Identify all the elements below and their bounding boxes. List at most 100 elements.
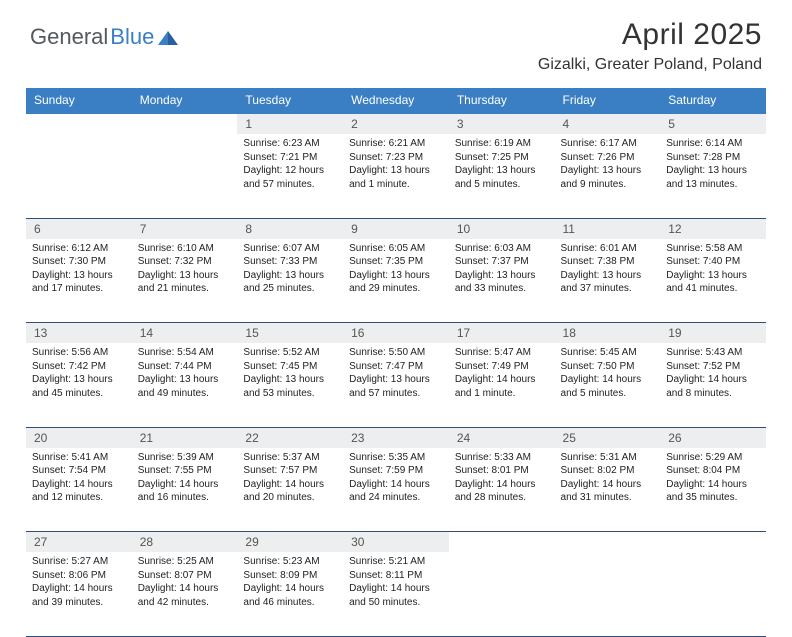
weekday-header: Saturday <box>660 88 766 113</box>
day-number-row: 12345 <box>26 113 766 134</box>
logo: General Blue <box>30 24 178 50</box>
day-number-cell: 2 <box>343 113 449 134</box>
day-number: 8 <box>237 219 343 239</box>
day-number: 1 <box>237 114 343 134</box>
day-number: 25 <box>555 428 661 448</box>
day-data-cell: Sunrise: 6:19 AMSunset: 7:25 PMDaylight:… <box>449 134 555 218</box>
day-number-cell: 10 <box>449 218 555 239</box>
day-number: 19 <box>660 323 766 343</box>
day-data-cell: Sunrise: 5:58 AMSunset: 7:40 PMDaylight:… <box>660 239 766 323</box>
day-details: Sunrise: 5:23 AMSunset: 8:09 PMDaylight:… <box>237 552 343 615</box>
day-data-cell: Sunrise: 6:17 AMSunset: 7:26 PMDaylight:… <box>555 134 661 218</box>
day-number-cell: 18 <box>555 323 661 344</box>
day-data-cell <box>132 134 238 218</box>
day-number-row: 13141516171819 <box>26 323 766 344</box>
day-number: 6 <box>26 219 132 239</box>
day-number: 3 <box>449 114 555 134</box>
calendar-body: 12345Sunrise: 6:23 AMSunset: 7:21 PMDayl… <box>26 113 766 636</box>
day-number-cell: 30 <box>343 532 449 553</box>
day-number-cell: 9 <box>343 218 449 239</box>
day-details: Sunrise: 6:07 AMSunset: 7:33 PMDaylight:… <box>237 239 343 302</box>
day-number-cell: 21 <box>132 427 238 448</box>
day-details: Sunrise: 5:54 AMSunset: 7:44 PMDaylight:… <box>132 343 238 406</box>
day-details: Sunrise: 6:17 AMSunset: 7:26 PMDaylight:… <box>555 134 661 197</box>
day-data-cell <box>555 552 661 636</box>
day-data-cell: Sunrise: 5:45 AMSunset: 7:50 PMDaylight:… <box>555 343 661 427</box>
day-number-cell <box>132 113 238 134</box>
logo-text-general: General <box>30 24 108 50</box>
day-number-row: 20212223242526 <box>26 427 766 448</box>
day-data-cell: Sunrise: 5:56 AMSunset: 7:42 PMDaylight:… <box>26 343 132 427</box>
day-details: Sunrise: 5:31 AMSunset: 8:02 PMDaylight:… <box>555 448 661 511</box>
day-data-cell: Sunrise: 5:23 AMSunset: 8:09 PMDaylight:… <box>237 552 343 636</box>
day-details: Sunrise: 5:21 AMSunset: 8:11 PMDaylight:… <box>343 552 449 615</box>
day-number-cell: 29 <box>237 532 343 553</box>
day-details: Sunrise: 5:39 AMSunset: 7:55 PMDaylight:… <box>132 448 238 511</box>
day-data-cell: Sunrise: 5:41 AMSunset: 7:54 PMDaylight:… <box>26 448 132 532</box>
day-number-cell: 26 <box>660 427 766 448</box>
day-number-cell <box>660 532 766 553</box>
day-data-cell <box>26 134 132 218</box>
day-number-cell: 11 <box>555 218 661 239</box>
day-number: 7 <box>132 219 238 239</box>
weekday-header: Tuesday <box>237 88 343 113</box>
day-number-cell <box>555 532 661 553</box>
calendar-table: SundayMondayTuesdayWednesdayThursdayFrid… <box>26 88 766 637</box>
day-number-cell: 19 <box>660 323 766 344</box>
day-details: Sunrise: 5:41 AMSunset: 7:54 PMDaylight:… <box>26 448 132 511</box>
day-data-cell: Sunrise: 5:29 AMSunset: 8:04 PMDaylight:… <box>660 448 766 532</box>
day-number-cell: 16 <box>343 323 449 344</box>
day-number-cell: 5 <box>660 113 766 134</box>
day-number: 17 <box>449 323 555 343</box>
day-number-cell <box>26 113 132 134</box>
day-number: 22 <box>237 428 343 448</box>
day-data-cell: Sunrise: 5:27 AMSunset: 8:06 PMDaylight:… <box>26 552 132 636</box>
location-subtitle: Gizalki, Greater Poland, Poland <box>538 56 762 74</box>
day-data-cell: Sunrise: 5:33 AMSunset: 8:01 PMDaylight:… <box>449 448 555 532</box>
day-details: Sunrise: 5:27 AMSunset: 8:06 PMDaylight:… <box>26 552 132 615</box>
day-data-cell <box>449 552 555 636</box>
day-data-cell <box>660 552 766 636</box>
day-number: 18 <box>555 323 661 343</box>
weekday-header: Friday <box>555 88 661 113</box>
day-number-cell: 25 <box>555 427 661 448</box>
day-number-cell: 13 <box>26 323 132 344</box>
day-number-cell: 6 <box>26 218 132 239</box>
day-data-cell: Sunrise: 5:52 AMSunset: 7:45 PMDaylight:… <box>237 343 343 427</box>
day-number: 13 <box>26 323 132 343</box>
day-number: 11 <box>555 219 661 239</box>
day-number: 14 <box>132 323 238 343</box>
day-data-cell: Sunrise: 5:35 AMSunset: 7:59 PMDaylight:… <box>343 448 449 532</box>
day-details: Sunrise: 6:05 AMSunset: 7:35 PMDaylight:… <box>343 239 449 302</box>
day-number: 16 <box>343 323 449 343</box>
day-details: Sunrise: 5:25 AMSunset: 8:07 PMDaylight:… <box>132 552 238 615</box>
day-number-cell: 17 <box>449 323 555 344</box>
day-data-cell: Sunrise: 5:37 AMSunset: 7:57 PMDaylight:… <box>237 448 343 532</box>
day-number-cell: 12 <box>660 218 766 239</box>
day-number-row: 27282930 <box>26 532 766 553</box>
day-data-cell: Sunrise: 6:10 AMSunset: 7:32 PMDaylight:… <box>132 239 238 323</box>
day-details: Sunrise: 6:23 AMSunset: 7:21 PMDaylight:… <box>237 134 343 197</box>
day-number: 20 <box>26 428 132 448</box>
day-number-cell: 20 <box>26 427 132 448</box>
day-data-cell: Sunrise: 6:01 AMSunset: 7:38 PMDaylight:… <box>555 239 661 323</box>
day-data-cell: Sunrise: 5:50 AMSunset: 7:47 PMDaylight:… <box>343 343 449 427</box>
day-number: 24 <box>449 428 555 448</box>
day-number-cell: 15 <box>237 323 343 344</box>
day-number-cell <box>449 532 555 553</box>
day-data-cell: Sunrise: 6:14 AMSunset: 7:28 PMDaylight:… <box>660 134 766 218</box>
day-number: 15 <box>237 323 343 343</box>
day-details: Sunrise: 6:19 AMSunset: 7:25 PMDaylight:… <box>449 134 555 197</box>
day-number: 28 <box>132 532 238 552</box>
day-details: Sunrise: 5:37 AMSunset: 7:57 PMDaylight:… <box>237 448 343 511</box>
day-number: 29 <box>237 532 343 552</box>
day-data-row: Sunrise: 5:27 AMSunset: 8:06 PMDaylight:… <box>26 552 766 636</box>
day-number-cell: 4 <box>555 113 661 134</box>
day-details: Sunrise: 6:12 AMSunset: 7:30 PMDaylight:… <box>26 239 132 302</box>
weekday-header-row: SundayMondayTuesdayWednesdayThursdayFrid… <box>26 88 766 113</box>
day-details: Sunrise: 6:03 AMSunset: 7:37 PMDaylight:… <box>449 239 555 302</box>
day-number: 12 <box>660 219 766 239</box>
day-number-cell: 3 <box>449 113 555 134</box>
day-details: Sunrise: 6:01 AMSunset: 7:38 PMDaylight:… <box>555 239 661 302</box>
day-data-row: Sunrise: 5:56 AMSunset: 7:42 PMDaylight:… <box>26 343 766 427</box>
